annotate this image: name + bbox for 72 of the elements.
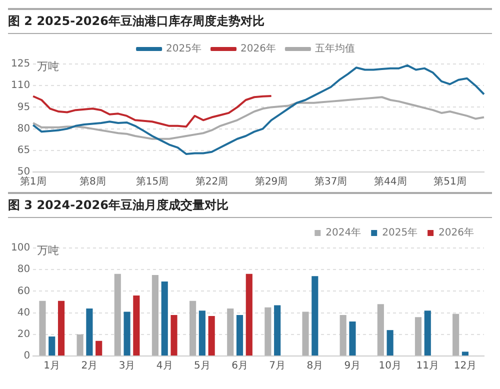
bar (386, 330, 394, 356)
x-tick-label: 第1周 (20, 176, 46, 188)
y-tick-label: 125 (10, 58, 30, 70)
bar (170, 314, 178, 356)
x-tick-label: 第51周 (434, 176, 466, 188)
x-tick-label: 第8周 (79, 176, 106, 188)
bar (349, 321, 356, 356)
bar (414, 317, 422, 356)
y-axis-title: 万吨 (37, 60, 60, 73)
bar (227, 308, 234, 356)
x-tick-label: 2月 (81, 360, 98, 372)
y-tick-label: 20 (17, 328, 30, 340)
x-tick-label: 11月 (416, 360, 440, 372)
x-tick-label: 9月 (344, 360, 361, 372)
legend-label: 2026年 (240, 42, 276, 55)
bar (424, 310, 431, 356)
legend-label: 五年均值 (314, 42, 355, 55)
bar (312, 276, 318, 356)
bar (133, 296, 140, 356)
bar (462, 352, 468, 356)
y-tick-label: 110 (10, 80, 30, 92)
x-tick-label: 3月 (118, 360, 136, 372)
x-tick-label: 第29周 (254, 176, 288, 188)
bar (246, 274, 252, 356)
y-tick-label: 80 (17, 264, 30, 276)
bar (264, 307, 272, 356)
y-axis-title: 万吨 (37, 244, 60, 257)
bar (96, 340, 102, 356)
y-tick-label: 0 (24, 350, 30, 362)
bar (86, 308, 93, 356)
bar (377, 304, 384, 356)
legend-label: 2026年 (438, 226, 474, 239)
x-tick-label: 5月 (194, 360, 210, 372)
legend-label: 2025年 (382, 226, 418, 239)
bar (58, 300, 65, 356)
x-tick-label: 第44周 (374, 176, 407, 188)
legend-label: 2024年 (326, 226, 362, 239)
bar (340, 314, 346, 356)
legend-label: 2025年 (166, 42, 202, 55)
bar (124, 312, 130, 356)
x-tick-label: 1月 (44, 360, 60, 372)
y-tick-label: 80 (17, 123, 30, 134)
bar (152, 275, 158, 356)
y-tick-label: 40 (17, 307, 30, 318)
bar (190, 300, 196, 356)
y-tick-label: 65 (17, 144, 30, 156)
x-tick-label: 第15周 (136, 176, 169, 188)
bar (198, 310, 206, 356)
x-tick-label: 6月 (232, 360, 248, 372)
y-tick-label: 60 (17, 286, 30, 297)
bar (48, 336, 56, 356)
x-tick-label: 7月 (269, 360, 286, 372)
x-tick-label: 4月 (156, 360, 173, 372)
x-tick-label: 第37周 (314, 176, 348, 188)
chart-title: 图 3 2024-2026年豆油月度成交量对比 (8, 192, 492, 218)
bar (161, 281, 168, 356)
bar (39, 300, 46, 356)
bar (236, 314, 244, 356)
x-tick-label: 12月 (454, 360, 477, 372)
y-tick-label: 95 (17, 102, 30, 113)
bar (208, 316, 215, 356)
x-tick-label: 10月 (378, 360, 402, 372)
y-tick-label: 100 (10, 242, 30, 254)
bar (452, 314, 460, 356)
y-tick-label: 50 (17, 166, 30, 178)
chart-title: 图 2 2025-2026年豆油港口库存周度走势对比 (8, 8, 492, 34)
x-tick-label: 8月 (306, 360, 324, 372)
bar (302, 312, 309, 356)
bar (76, 334, 84, 356)
bar (114, 274, 121, 356)
x-tick-label: 第22周 (195, 176, 228, 188)
bar (274, 305, 281, 356)
